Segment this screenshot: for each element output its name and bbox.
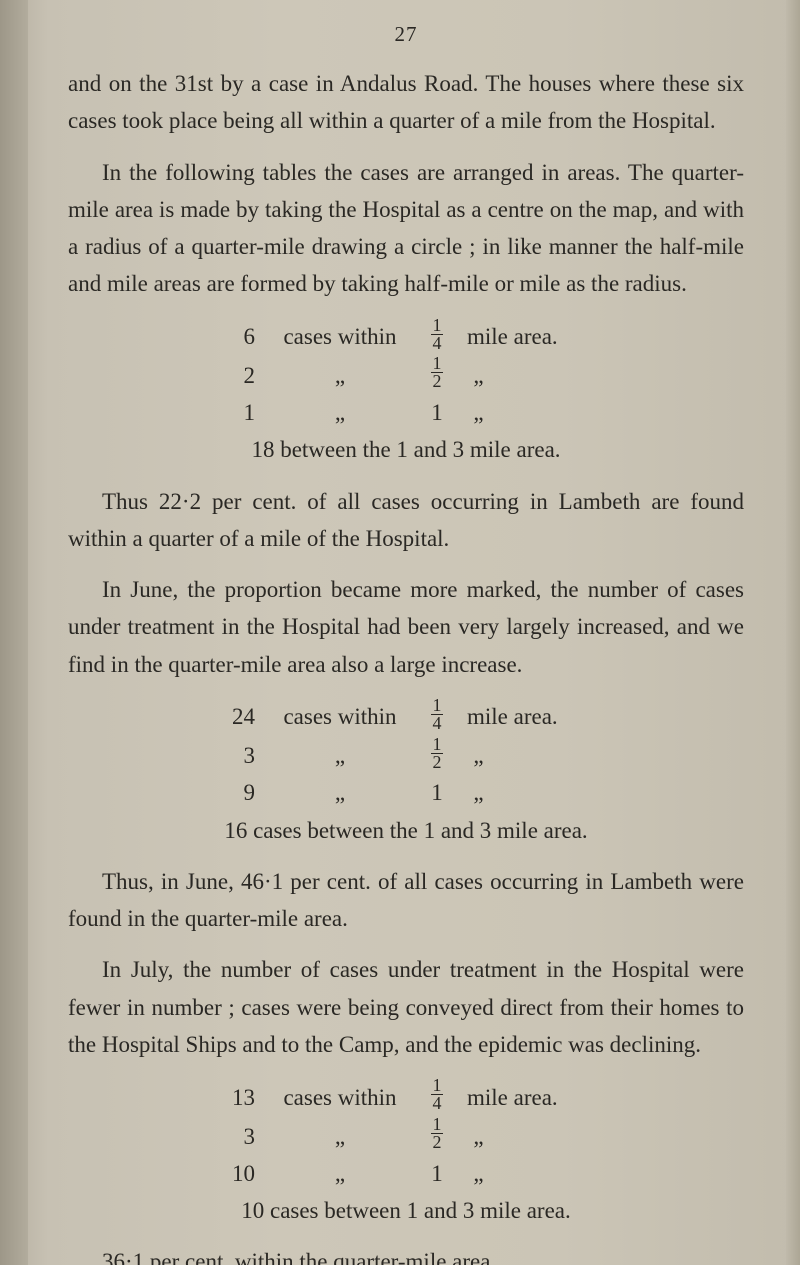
ditto-icon: „ <box>265 394 415 431</box>
table-row: 3 „ 12 „ <box>68 736 744 775</box>
ditto-icon: „ <box>265 774 415 811</box>
label-within: cases within <box>265 318 415 355</box>
paragraph-last: 36·1 per cent. within the quarter-mile a… <box>68 1243 744 1265</box>
fraction: 12 <box>415 736 459 775</box>
paragraph-2: In the following tables the cases are ar… <box>68 154 744 303</box>
label-mile-area: mile area. <box>459 1079 617 1116</box>
block-tail: 10 cases between 1 and 3 mile area. <box>68 1192 744 1229</box>
fraction: 14 <box>415 317 459 356</box>
table-row: 10 „ 1 „ <box>68 1155 744 1192</box>
cases-block-1: 6 cases within 14 mile area. 2 „ 12 „ 1 … <box>68 317 744 469</box>
paragraph-6: In July, the number of cases under treat… <box>68 951 744 1063</box>
table-row: 6 cases within 14 mile area. <box>68 317 744 356</box>
count: 3 <box>195 1118 265 1155</box>
cases-block-3: 13 cases within 14 mile area. 3 „ 12 „ 1… <box>68 1077 744 1229</box>
fraction: 14 <box>415 697 459 736</box>
mile-one: 1 <box>415 1155 459 1192</box>
label-mile-area: mile area. <box>459 698 617 735</box>
label-within: cases within <box>265 698 415 735</box>
count: 6 <box>195 318 265 355</box>
ditto-icon: „ <box>459 774 617 811</box>
fraction: 12 <box>415 1116 459 1155</box>
ditto-icon: „ <box>265 1155 415 1192</box>
table-row: 2 „ 12 „ <box>68 355 744 394</box>
ditto-icon: „ <box>265 737 415 774</box>
count: 10 <box>195 1155 265 1192</box>
ditto-icon: „ <box>459 357 617 394</box>
paragraph-5: Thus, in June, 46·1 per cent. of all cas… <box>68 863 744 938</box>
label-within: cases within <box>265 1079 415 1116</box>
count: 24 <box>195 698 265 735</box>
count: 3 <box>195 737 265 774</box>
fraction: 12 <box>415 355 459 394</box>
ditto-icon: „ <box>459 737 617 774</box>
ditto-icon: „ <box>459 1155 617 1192</box>
count: 9 <box>195 774 265 811</box>
paragraph-1: and on the 31st by a case in Andalus Roa… <box>68 65 744 140</box>
fraction: 14 <box>415 1077 459 1116</box>
ditto-icon: „ <box>459 394 617 431</box>
table-row: 9 „ 1 „ <box>68 774 744 811</box>
scanned-page: 27 and on the 31st by a case in Andalus … <box>0 0 800 1265</box>
page-number: 27 <box>68 22 744 47</box>
ditto-icon: „ <box>459 1118 617 1155</box>
mile-one: 1 <box>415 394 459 431</box>
table-row: 24 cases within 14 mile area. <box>68 697 744 736</box>
paragraph-4: In June, the proportion became more mark… <box>68 571 744 683</box>
count: 2 <box>195 357 265 394</box>
table-row: 3 „ 12 „ <box>68 1116 744 1155</box>
count: 13 <box>195 1079 265 1116</box>
block-tail: 18 between the 1 and 3 mile area. <box>68 431 744 468</box>
block-tail: 16 cases between the 1 and 3 mile area. <box>68 812 744 849</box>
paragraph-3: Thus 22·2 per cent. of all cases occurri… <box>68 483 744 558</box>
ditto-icon: „ <box>265 1118 415 1155</box>
label-mile-area: mile area. <box>459 318 617 355</box>
mile-one: 1 <box>415 774 459 811</box>
count: 1 <box>195 394 265 431</box>
ditto-icon: „ <box>265 357 415 394</box>
table-row: 13 cases within 14 mile area. <box>68 1077 744 1116</box>
table-row: 1 „ 1 „ <box>68 394 744 431</box>
cases-block-2: 24 cases within 14 mile area. 3 „ 12 „ 9… <box>68 697 744 849</box>
